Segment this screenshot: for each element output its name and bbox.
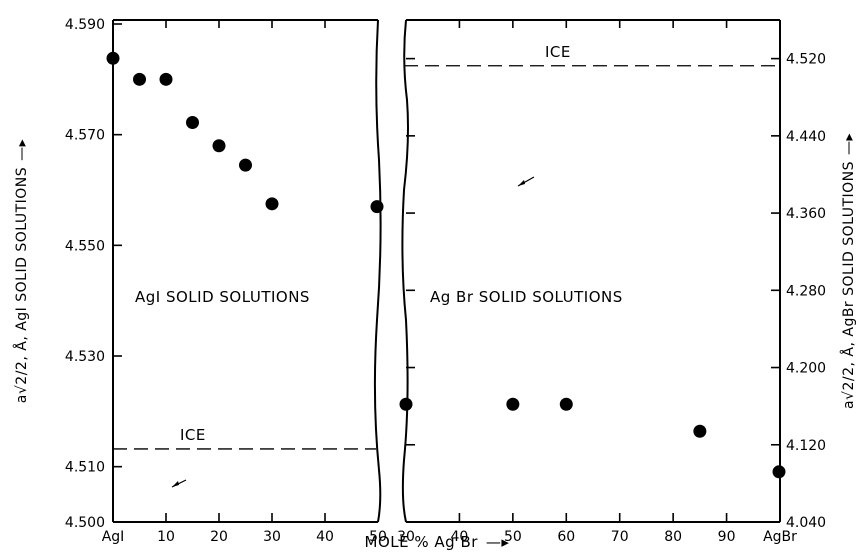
left-y-axis-title-text: a√2/2, Å, AgI SOLID SOLUTIONS —▸ bbox=[13, 139, 30, 403]
left-data-point bbox=[106, 51, 120, 65]
right-y-axis-title-label: a√2/2, Å, AgBr SOLID SOLUTIONS bbox=[840, 161, 857, 409]
left-y-axis-title-arrow: —▸ bbox=[14, 139, 30, 161]
right-x-tick-label: 60 bbox=[557, 529, 575, 545]
right-y-axis-title-arrow: —▸ bbox=[841, 133, 857, 155]
right-data-point bbox=[693, 424, 707, 438]
left-x-tick-label: 40 bbox=[316, 529, 334, 545]
right-y-tick-label: 4.120 bbox=[786, 438, 826, 454]
left-y-tick-label: 4.530 bbox=[65, 349, 105, 365]
left-x-tick-label: 10 bbox=[157, 529, 175, 545]
right-ice-pointer-head bbox=[518, 180, 525, 186]
left-y-axis-title: a√2/2, Å, AgI SOLID SOLUTIONS —▸ bbox=[13, 139, 30, 403]
left-y-tick-label: 4.500 bbox=[65, 515, 105, 531]
right-y-tick-label: 4.440 bbox=[786, 129, 826, 145]
right-panel-annotation: Ag Br SOLID SOLUTIONS bbox=[430, 288, 623, 306]
left-x-tick-label: 20 bbox=[210, 529, 228, 545]
left-y-ticks: 4.500 4.510 4.530 4.550 4.570 4.590 bbox=[65, 17, 122, 531]
right-ice-label: ICE bbox=[545, 43, 571, 61]
left-data-point bbox=[159, 72, 173, 86]
left-ice-pointer-head bbox=[172, 481, 179, 487]
right-y-tick-label: 4.360 bbox=[786, 206, 826, 222]
left-data-points bbox=[106, 51, 384, 214]
left-y-tick-label: 4.590 bbox=[65, 17, 105, 33]
right-y-axis-title: a√2/2, Å, AgBr SOLID SOLUTIONS —▸ bbox=[840, 133, 857, 409]
right-y-axis-title-text: a√2/2, Å, AgBr SOLID SOLUTIONS —▸ bbox=[840, 133, 857, 409]
right-data-point bbox=[399, 397, 413, 411]
right-x-tick-label: 90 bbox=[718, 529, 736, 545]
left-data-point bbox=[370, 200, 384, 214]
left-data-point bbox=[239, 158, 252, 172]
left-y-tick-label: 4.570 bbox=[65, 128, 105, 144]
right-x-ticks: 30 40 50 60 70 80 90 AgBr bbox=[397, 20, 797, 545]
left-y-axis-title-label: a√2/2, Å, AgI SOLID SOLUTIONS bbox=[13, 167, 30, 403]
right-y-tick-label: 4.280 bbox=[786, 283, 826, 299]
x-axis-title-arrow: —▸ bbox=[486, 533, 510, 551]
left-x-ticks: AgI 10 20 30 40 50 bbox=[102, 20, 387, 545]
left-data-point bbox=[265, 197, 279, 211]
left-x-tick-label: 30 bbox=[263, 529, 281, 545]
left-y-tick-label: 4.510 bbox=[65, 460, 105, 476]
left-data-point bbox=[212, 139, 226, 153]
right-x-tick-label: 40 bbox=[451, 529, 469, 545]
right-y-tick-label: 4.040 bbox=[786, 515, 826, 531]
right-y-ticks: 4.040 4.120 4.200 4.280 4.360 4.440 4.520 bbox=[771, 52, 826, 531]
right-data-points bbox=[399, 397, 786, 479]
left-x-tick-label: AgI bbox=[102, 529, 125, 545]
right-panel: 4.040 4.120 4.200 4.280 4.360 4.440 4.520 30 40… bbox=[397, 19, 826, 545]
right-x-tick-label: 80 bbox=[664, 529, 682, 545]
right-y-tick-label: 4.520 bbox=[786, 52, 826, 68]
x-axis-title-label: MOLE % Ag Br bbox=[365, 533, 479, 551]
right-data-point bbox=[772, 465, 786, 479]
left-panel-annotation: AgI SOLID SOLUTIONS bbox=[135, 288, 310, 306]
left-data-point bbox=[133, 72, 146, 86]
right-x-tick-label: 70 bbox=[611, 529, 629, 545]
right-x-tick-label: 30 bbox=[397, 529, 415, 545]
left-panel: 4.500 4.510 4.530 4.550 4.570 4.590 AgI 10 20 30… bbox=[65, 17, 387, 545]
right-data-point bbox=[506, 397, 520, 411]
right-data-point bbox=[559, 397, 573, 411]
right-panel-left-ticks bbox=[406, 57, 415, 523]
left-y-tick-label: 4.550 bbox=[65, 238, 105, 254]
right-x-tick-label: 50 bbox=[504, 529, 522, 545]
x-axis-title: MOLE % Ag Br —▸ bbox=[365, 533, 510, 551]
left-panel-break-line bbox=[373, 19, 382, 523]
left-data-point bbox=[186, 115, 199, 129]
right-x-tick-label: AgBr bbox=[763, 529, 797, 545]
left-x-tick-label: 50 bbox=[369, 529, 387, 545]
left-ice-label: ICE bbox=[180, 426, 206, 444]
right-y-tick-label: 4.200 bbox=[786, 361, 826, 377]
right-panel-break-line bbox=[401, 19, 409, 523]
